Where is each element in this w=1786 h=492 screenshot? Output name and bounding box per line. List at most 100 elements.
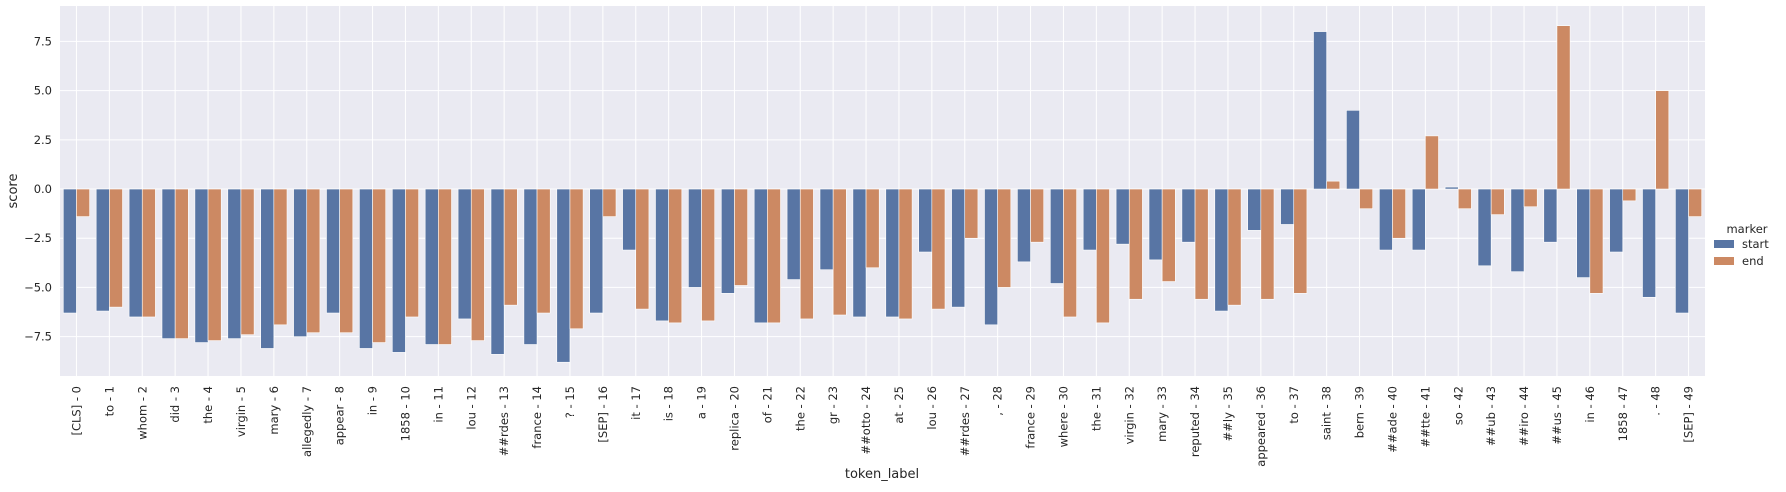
x-tick-label: a - 19	[695, 386, 709, 419]
y-tick-label: 2.5	[34, 133, 52, 147]
x-tick-label: is - 18	[662, 386, 676, 421]
bar-end	[734, 188, 748, 286]
bar-end	[1457, 188, 1472, 210]
bar-end	[339, 188, 354, 334]
bar-end	[1490, 188, 1505, 215]
x-tick-label: in - 46	[1583, 386, 1597, 423]
x-tick-label: mary - 6	[267, 386, 281, 435]
bar-start	[688, 188, 702, 288]
bar-start	[1411, 188, 1426, 251]
bar-start	[391, 188, 406, 353]
x-tick-label: france - 14	[530, 386, 544, 449]
bar-start	[1049, 188, 1064, 284]
x-tick-label: 1858 - 47	[1616, 386, 1630, 441]
x-tick-label: [SEP] - 49	[1682, 386, 1696, 443]
bar-start	[227, 188, 242, 339]
bar-end	[1260, 188, 1275, 300]
bar-start	[1082, 188, 1097, 251]
bar-start	[720, 188, 735, 294]
x-tick-label: appeared - 36	[1254, 386, 1268, 467]
bar-end	[536, 188, 551, 314]
bar-end	[701, 188, 716, 322]
x-tick-label: it - 17	[629, 386, 643, 420]
legend-label-start: start	[1742, 237, 1769, 251]
bar-end	[141, 188, 156, 318]
x-tick-label: appear - 8	[333, 386, 347, 445]
bar-start	[326, 188, 340, 314]
bar-start	[1313, 31, 1327, 190]
y-tick-label: −2.5	[24, 231, 52, 245]
bar-end	[372, 188, 387, 343]
bar-start	[523, 188, 538, 345]
x-tick-label: bern - 39	[1353, 386, 1367, 438]
bar-start	[161, 188, 176, 339]
bar-end	[767, 188, 781, 324]
bar-start	[1214, 188, 1229, 312]
x-tick-label: ##us - 45	[1550, 386, 1564, 445]
y-axis: −7.5 −5.0 −2.5 0.0 2.5 5.0 7.5	[24, 34, 52, 343]
bar-end	[1688, 188, 1703, 217]
bar-start	[622, 188, 637, 251]
x-tick-label: in - 11	[431, 386, 445, 423]
x-tick-label: to - 1	[102, 386, 116, 416]
legend-label-end: end	[1742, 254, 1764, 268]
bar-end	[1425, 135, 1439, 190]
bar-end	[1589, 188, 1604, 294]
bar-start	[1247, 188, 1262, 231]
bar-end	[931, 188, 946, 310]
x-tick-label: the - 4	[201, 386, 215, 424]
x-tick-label: , - 28	[991, 386, 1005, 416]
bar-start	[260, 188, 275, 349]
legend-swatch-end	[1714, 257, 1734, 265]
bar-start	[359, 188, 373, 349]
x-tick-label: ##ub - 43	[1484, 386, 1498, 446]
bar-end	[1227, 188, 1242, 306]
bar-end	[1030, 188, 1045, 243]
bar-start	[1576, 188, 1591, 278]
x-tick-label: ##tte - 41	[1418, 386, 1432, 447]
bar-start	[194, 188, 209, 343]
bar-start	[655, 188, 669, 322]
bar-end	[1392, 188, 1406, 239]
legend: marker start end	[1714, 222, 1769, 268]
y-tick-label: 7.5	[34, 34, 52, 48]
bar-start	[918, 188, 933, 253]
bar-start	[1444, 186, 1459, 190]
y-tick-label: −7.5	[24, 330, 52, 344]
x-tick-label: of - 21	[760, 386, 774, 423]
bar-end	[306, 188, 321, 334]
x-tick-label: ##rdes - 27	[958, 386, 972, 456]
bar-start	[95, 188, 110, 312]
bar-start	[984, 188, 998, 326]
bar-start	[293, 188, 308, 337]
x-tick-label: saint - 38	[1320, 386, 1334, 440]
bar-start	[885, 188, 900, 318]
bar-start	[786, 188, 801, 280]
x-tick-label: ? - 15	[563, 386, 577, 418]
x-tick-label: so - 42	[1451, 386, 1465, 425]
bar-end	[470, 188, 485, 341]
x-tick-label: reputed - 34	[1188, 386, 1202, 457]
bar-start	[1675, 188, 1689, 314]
bar-end	[1359, 188, 1374, 210]
bar-end	[1326, 180, 1341, 190]
bar-end	[1063, 188, 1077, 318]
bar-start	[753, 188, 768, 324]
bar-end	[1293, 188, 1308, 294]
bar-end	[668, 188, 683, 324]
x-tick-label: the - 31	[1089, 386, 1103, 431]
bar-end	[964, 188, 979, 239]
bar-start	[1115, 188, 1130, 245]
x-tick-label: france - 29	[1024, 386, 1038, 449]
x-tick-label: . - 48	[1649, 386, 1663, 416]
bar-end	[109, 188, 123, 308]
x-tick-label: gr - 23	[826, 386, 840, 424]
x-tick-label: mary - 33	[1155, 386, 1169, 442]
bar-end	[1096, 188, 1110, 324]
bar-start	[1642, 188, 1656, 298]
y-axis-label: score	[6, 174, 21, 209]
bar-end	[1194, 188, 1209, 300]
x-tick-label: virgin - 5	[234, 386, 248, 437]
